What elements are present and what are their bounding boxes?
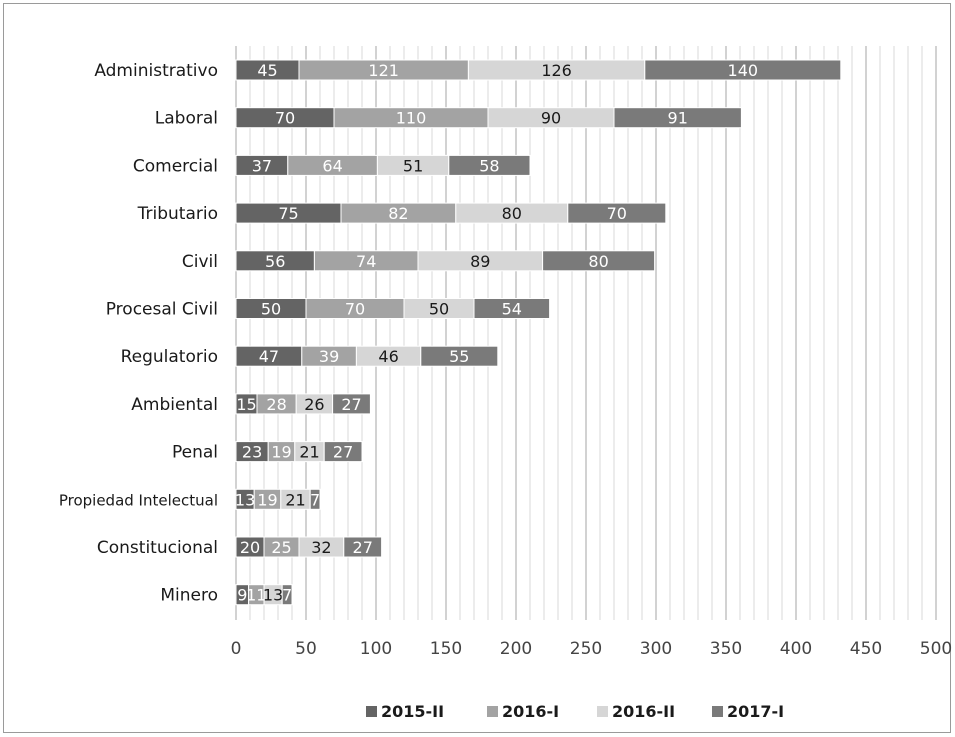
x-tick-label: 300 [640, 639, 672, 659]
data-label: 46 [378, 347, 398, 366]
data-label: 11 [246, 586, 266, 605]
x-tick-label: 50 [295, 639, 317, 659]
data-label: 91 [668, 109, 688, 128]
data-label: 50 [261, 300, 281, 319]
bar-segment [613, 107, 742, 129]
data-label: 90 [541, 109, 561, 128]
data-label: 45 [257, 61, 277, 80]
bar-segment [567, 202, 667, 224]
x-tick-label: 250 [570, 639, 602, 659]
category-label: Minero [160, 586, 218, 606]
legend: 2015-II 2016-I 2016-II 2017-I [366, 702, 784, 721]
x-tick-label: 200 [500, 639, 532, 659]
data-label: 80 [588, 252, 608, 271]
category-labels: Administrativo Laboral Comercial Tributario… [59, 61, 218, 606]
data-label: 21 [299, 443, 319, 462]
data-label: 37 [252, 156, 272, 175]
data-label: 54 [502, 300, 522, 319]
x-tick-label: 350 [710, 639, 742, 659]
data-label: 126 [541, 61, 572, 80]
bar-segment [323, 441, 363, 463]
data-label: 89 [470, 252, 490, 271]
data-label: 21 [285, 490, 305, 509]
legend-label: 2016-II [612, 702, 675, 721]
data-label: 15 [236, 395, 256, 414]
data-label: 28 [266, 395, 286, 414]
bar-segment [332, 393, 371, 415]
data-label: 82 [388, 204, 408, 223]
data-label: 25 [271, 538, 291, 557]
data-label: 64 [322, 156, 342, 175]
category-label: Tributario [137, 204, 218, 224]
category-label: Civil [182, 252, 218, 272]
data-label: 32 [311, 538, 331, 557]
legend-swatch [487, 706, 498, 717]
bar-segment [420, 345, 499, 367]
bar-segment [343, 536, 383, 558]
data-label: 9 [237, 586, 247, 605]
legend-label: 2015-II [381, 702, 444, 721]
data-label: 7 [282, 586, 292, 605]
data-label: 70 [607, 204, 627, 223]
x-tick-label: 100 [360, 639, 392, 659]
data-label: 19 [271, 443, 291, 462]
category-label: Procesal Civil [106, 300, 218, 320]
x-tick-label: 500 [920, 639, 952, 659]
category-label: Constitucional [97, 538, 218, 558]
data-label: 75 [278, 204, 298, 223]
legend-swatch [597, 706, 608, 717]
bar-segment [309, 488, 321, 510]
data-label: 7 [310, 490, 320, 509]
data-label: 50 [429, 300, 449, 319]
category-label: Laboral [155, 109, 218, 129]
data-label: 27 [333, 443, 353, 462]
data-label: 20 [240, 538, 260, 557]
category-label: Propiedad Intelectual [59, 491, 218, 509]
category-label: Ambiental [131, 395, 218, 415]
legend-swatch [366, 706, 377, 717]
category-label: Penal [172, 443, 218, 463]
x-tick-label: 150 [430, 639, 462, 659]
data-label: 110 [396, 109, 427, 128]
bar-segment [542, 250, 656, 272]
legend-label: 2017-I [727, 702, 784, 721]
gridlines [235, 46, 937, 620]
data-label: 27 [341, 395, 361, 414]
data-label: 47 [259, 347, 279, 366]
data-label: 70 [275, 109, 295, 128]
data-label: 23 [242, 443, 262, 462]
data-label: 55 [449, 347, 469, 366]
category-label: Comercial [133, 156, 218, 176]
data-label: 27 [353, 538, 373, 557]
data-label: 56 [265, 252, 285, 271]
data-label: 80 [502, 204, 522, 223]
data-label: 26 [304, 395, 324, 414]
data-label: 19 [257, 490, 277, 509]
x-tick-label: 0 [231, 639, 242, 659]
data-label: 13 [263, 586, 283, 605]
category-label: Administrativo [94, 61, 218, 81]
data-label: 74 [356, 252, 376, 271]
x-tick-label: 400 [780, 639, 812, 659]
data-label: 140 [728, 61, 759, 80]
bar-segment [473, 298, 551, 319]
data-label: 58 [479, 156, 499, 175]
legend-swatch [712, 706, 723, 717]
x-tick-label: 450 [850, 639, 882, 659]
data-label: 13 [235, 490, 255, 509]
legend-label: 2016-I [502, 702, 559, 721]
data-label: 70 [345, 300, 365, 319]
bar-segment [448, 154, 531, 176]
bar-segment [644, 59, 842, 81]
data-label: 51 [403, 156, 423, 175]
data-label: 39 [319, 347, 339, 366]
data-label: 121 [368, 61, 399, 80]
category-label: Regulatorio [121, 347, 218, 367]
x-tick-labels: 0 50 100 150 200 250 300 350 400 450 500 [231, 639, 953, 659]
bar-segment [281, 584, 293, 606]
